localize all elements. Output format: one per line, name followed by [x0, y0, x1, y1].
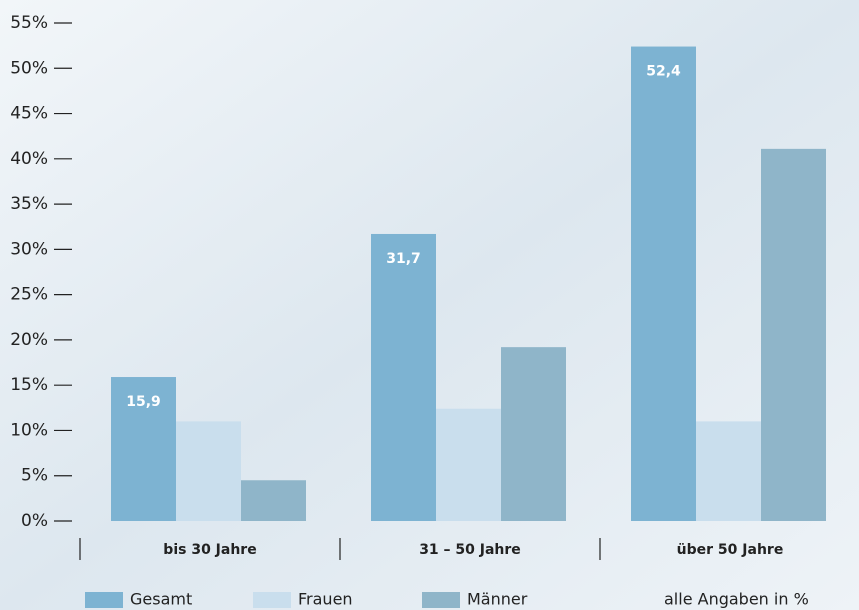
legend-swatch — [422, 592, 460, 608]
bar — [111, 377, 176, 521]
y-tick-label: 20% — [10, 330, 48, 350]
legend-swatch — [253, 592, 291, 608]
bar — [696, 421, 761, 521]
x-tick-label: bis 30 Jahre — [163, 542, 256, 558]
value-label: 31,7 — [386, 251, 421, 267]
y-tick-label: 5% — [21, 466, 48, 486]
value-label: 52,4 — [646, 64, 681, 80]
y-tick-label: 15% — [10, 375, 48, 395]
x-tick-label: über 50 Jahre — [677, 542, 784, 558]
bar — [241, 480, 306, 521]
value-label: 15,9 — [126, 394, 161, 410]
bar — [176, 421, 241, 521]
legend-swatch — [85, 592, 123, 608]
bar — [501, 347, 566, 521]
bar — [761, 148, 826, 521]
legend-label: Gesamt — [130, 590, 192, 609]
bar — [436, 408, 501, 521]
y-tick-label: 35% — [10, 194, 48, 214]
y-tick-label: 40% — [10, 149, 48, 169]
legend-label: Männer — [467, 590, 528, 609]
bar — [631, 46, 696, 522]
legend-label: Frauen — [298, 590, 353, 609]
y-tick-label: 55% — [10, 13, 48, 33]
y-tick-label: 30% — [10, 239, 48, 259]
y-tick-label: 25% — [10, 285, 48, 305]
y-tick-label: 0% — [21, 511, 48, 531]
x-tick-label: 31 – 50 Jahre — [419, 542, 521, 558]
y-tick-label: 10% — [10, 420, 48, 440]
annotation: alle Angaben in % — [664, 590, 809, 609]
y-tick-label: 50% — [10, 58, 48, 78]
bar — [371, 233, 436, 522]
y-tick-label: 45% — [10, 104, 48, 124]
